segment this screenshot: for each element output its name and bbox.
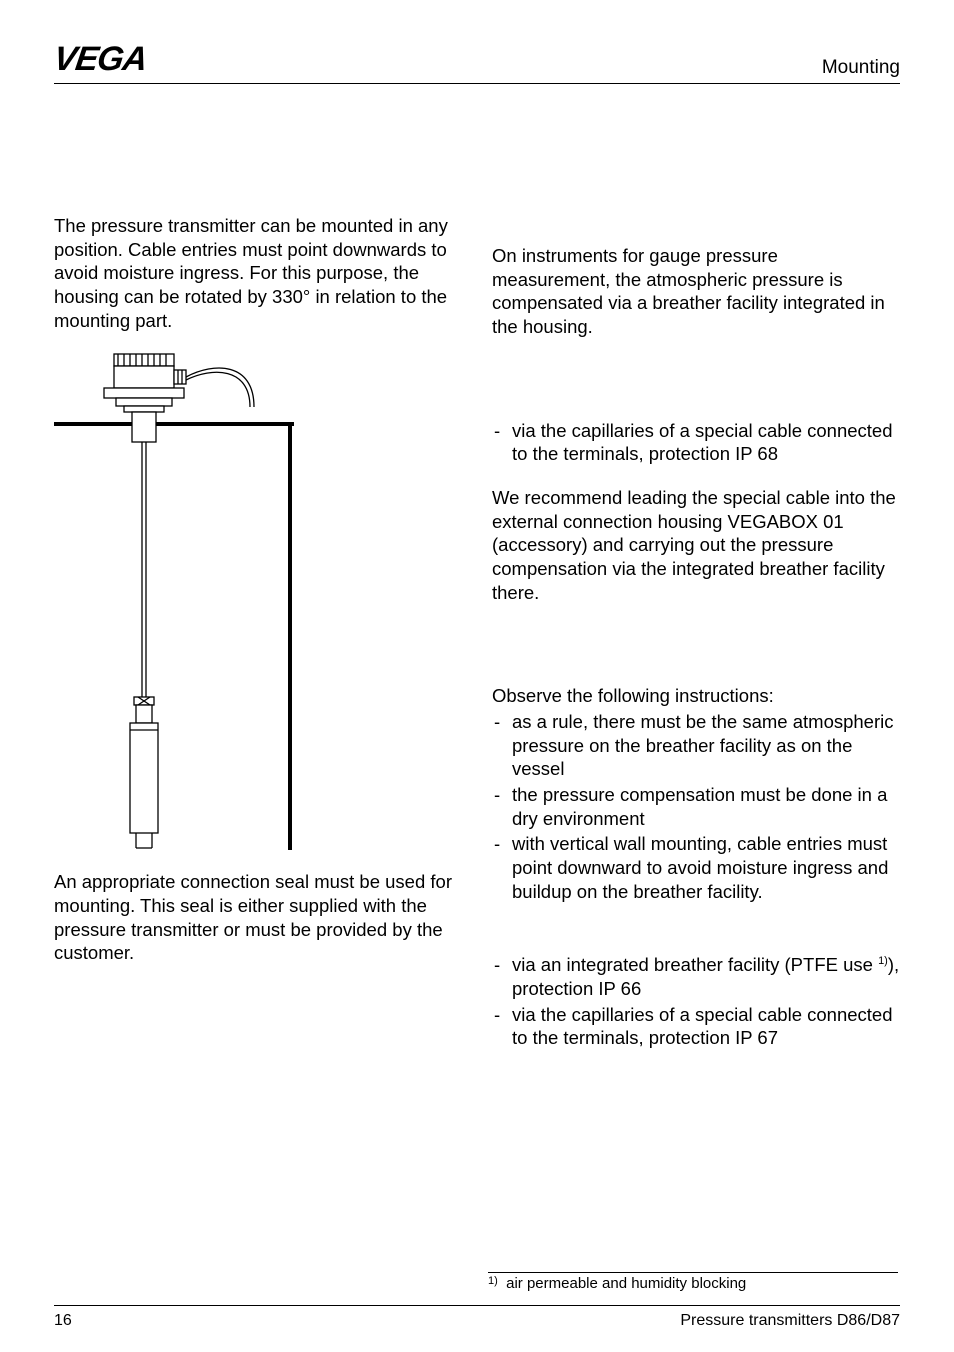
list-item: via an integrated breather facility (PTF… [492,953,900,1000]
page-header: VEGA Mounting [54,40,900,84]
mounting-diagram [54,352,294,852]
list3a-text: via an integrated breather facility (PTF… [512,954,878,975]
list-item: via the capillaries of a special cable c… [492,419,900,466]
section-title: Mounting [822,57,900,79]
footnote-text: air permeable and humidity blocking [506,1275,746,1292]
left-para-2: An appropriate connection seal must be u… [54,870,462,965]
doc-title: Pressure transmitters D86/D87 [680,1312,900,1330]
footnote-mark: 1) [488,1275,498,1287]
right-para-3: Observe the following instructions: [492,684,900,708]
page-footer: 16 Pressure transmitters D86/D87 [54,1312,900,1330]
right-list-3: via an integrated breather facility (PTF… [492,953,900,1050]
list-item: the pressure compensation must be done i… [492,783,900,830]
right-para-2: We recommend leading the special cable i… [492,486,900,604]
vega-logo: VEGA [51,40,149,79]
footnote-ref: 1) [878,955,888,967]
right-column: On instruments for gauge pressure measur… [492,214,900,1070]
left-column: The pressure transmitter can be mounted … [54,214,462,1070]
page: VEGA Mounting The pressure transmitter c… [0,0,954,1352]
list-item: with vertical wall mounting, cable entri… [492,832,900,903]
page-number: 16 [54,1312,72,1330]
footer-rule [54,1305,900,1306]
list-item: as a rule, there must be the same atmosp… [492,710,900,781]
list-item: via the capillaries of a special cable c… [492,1003,900,1050]
content-columns: The pressure transmitter can be mounted … [54,214,900,1070]
right-list-1: via the capillaries of a special cable c… [492,419,900,466]
right-list-2: as a rule, there must be the same atmosp… [492,710,900,903]
diagram-svg [54,352,294,852]
left-para-1: The pressure transmitter can be mounted … [54,214,462,332]
right-para-1: On instruments for gauge pressure measur… [492,244,900,339]
footnote: 1) air permeable and humidity blocking [488,1272,898,1292]
